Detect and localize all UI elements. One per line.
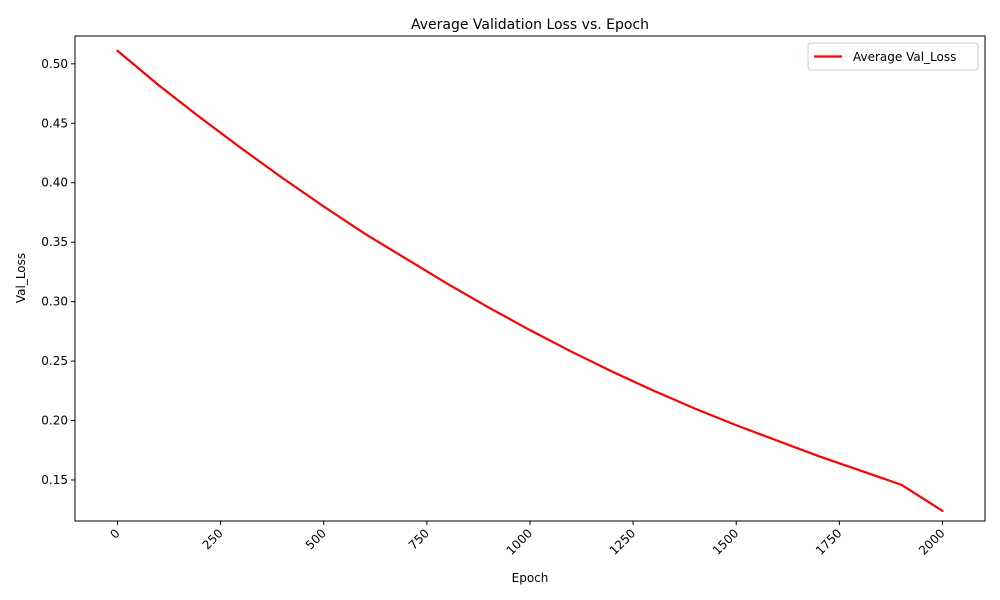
y-tick-label: 0.30 <box>41 295 68 309</box>
y-tick-label: 0.45 <box>41 116 68 130</box>
y-tick-label: 0.50 <box>41 57 68 71</box>
y-tick-label: 0.35 <box>41 235 68 249</box>
x-axis-title: Epoch <box>512 571 549 585</box>
y-axis: 0.15 0.20 0.25 0.30 0.35 0.40 0.45 0.50 <box>41 57 75 487</box>
chart-title: Average Validation Loss vs. Epoch <box>411 17 649 33</box>
y-tick-label: 0.15 <box>41 473 68 487</box>
y-tick-label: 0.40 <box>41 176 68 190</box>
legend-label: Average Val_Loss <box>853 50 956 64</box>
series-group <box>116 49 944 512</box>
legend: Average Val_Loss <box>807 42 979 71</box>
y-tick-label: 0.20 <box>41 414 68 428</box>
legend-box <box>807 42 979 71</box>
series-line-average-val-loss <box>116 49 944 512</box>
y-axis-title: Val_Loss <box>14 253 28 303</box>
y-tick-label: 0.25 <box>41 354 68 368</box>
